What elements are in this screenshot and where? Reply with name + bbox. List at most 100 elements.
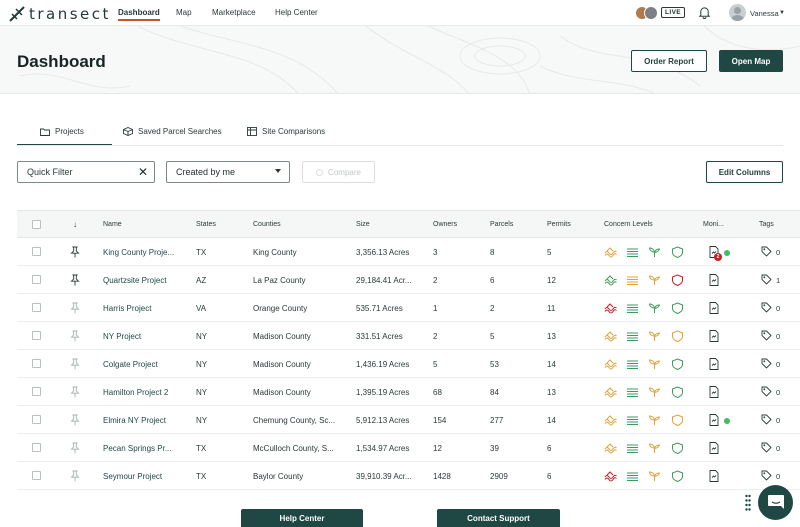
wetland-icon[interactable] bbox=[626, 246, 639, 258]
shield-icon[interactable] bbox=[671, 302, 684, 314]
contact-support-button[interactable]: Contact Support bbox=[437, 509, 560, 527]
shield-icon[interactable] bbox=[671, 470, 684, 482]
flood-icon[interactable] bbox=[604, 386, 617, 398]
sort-arrow-icon[interactable]: ↓ bbox=[73, 220, 77, 229]
sprout-icon[interactable] bbox=[648, 274, 661, 286]
monitoring-document-icon[interactable] bbox=[709, 442, 719, 454]
sprout-icon[interactable] bbox=[648, 246, 661, 258]
column-name[interactable]: Name bbox=[103, 221, 122, 228]
column-states[interactable]: States bbox=[196, 221, 216, 228]
tag-icon[interactable] bbox=[761, 442, 772, 453]
flood-icon[interactable] bbox=[604, 302, 617, 314]
caret-down-icon[interactable] bbox=[275, 169, 281, 173]
column-concern-levels[interactable]: Concern Levels bbox=[604, 221, 653, 228]
table-row[interactable]: Hamilton Project 2 NY Madison County 1,395.… bbox=[17, 378, 800, 406]
project-name-link[interactable]: Elmira NY Project bbox=[103, 416, 166, 425]
pin-icon[interactable] bbox=[70, 358, 80, 370]
tag-icon[interactable] bbox=[761, 358, 772, 369]
close-icon[interactable]: ✕ bbox=[138, 165, 149, 179]
open-map-button[interactable]: Open Map bbox=[719, 50, 783, 72]
monitoring-document-icon[interactable] bbox=[709, 358, 719, 370]
wetland-icon[interactable] bbox=[626, 470, 639, 482]
shield-icon[interactable] bbox=[671, 246, 684, 258]
sprout-icon[interactable] bbox=[648, 330, 661, 342]
bell-icon[interactable] bbox=[698, 6, 711, 19]
table-row[interactable]: Seymour Project TX Baylor County 39,910.39 … bbox=[17, 462, 800, 490]
shield-icon[interactable] bbox=[671, 442, 684, 454]
project-name-link[interactable]: Pecan Springs Pr... bbox=[103, 444, 172, 453]
row-checkbox[interactable] bbox=[32, 247, 41, 256]
column-counties[interactable]: Counties bbox=[253, 221, 281, 228]
edit-columns-button[interactable]: Edit Columns bbox=[706, 161, 783, 183]
row-checkbox[interactable] bbox=[32, 415, 41, 424]
sprout-icon[interactable] bbox=[648, 386, 661, 398]
project-name-link[interactable]: Harris Project bbox=[103, 304, 152, 313]
sprout-icon[interactable] bbox=[648, 442, 661, 454]
monitoring-document-icon[interactable] bbox=[709, 330, 719, 342]
drag-handle-icon[interactable] bbox=[745, 494, 751, 512]
user-avatar[interactable] bbox=[729, 4, 746, 21]
wetland-icon[interactable] bbox=[626, 442, 639, 454]
chevron-down-icon[interactable]: ▼ bbox=[779, 10, 785, 16]
sprout-icon[interactable] bbox=[648, 358, 661, 370]
pin-icon[interactable] bbox=[70, 246, 80, 258]
brand-logo[interactable]: transect bbox=[9, 5, 111, 23]
created-by-select[interactable]: Created by me bbox=[166, 161, 290, 183]
project-name-link[interactable]: Hamilton Project 2 bbox=[103, 388, 169, 397]
live-collaborators[interactable] bbox=[635, 6, 658, 20]
tag-icon[interactable] bbox=[761, 302, 772, 313]
flood-icon[interactable] bbox=[604, 246, 617, 258]
pin-icon[interactable] bbox=[70, 302, 80, 314]
row-checkbox[interactable] bbox=[32, 275, 41, 284]
compare-button[interactable]: Compare bbox=[302, 161, 375, 183]
flood-icon[interactable] bbox=[604, 274, 617, 286]
column-tags[interactable]: Tags bbox=[759, 221, 774, 228]
nav-dashboard[interactable]: Dashboard bbox=[118, 8, 160, 21]
project-name-link[interactable]: Quartzsite Project bbox=[103, 276, 167, 285]
nav-marketplace[interactable]: Marketplace bbox=[212, 8, 256, 17]
row-checkbox[interactable] bbox=[32, 387, 41, 396]
pin-icon[interactable] bbox=[70, 442, 80, 454]
pin-icon[interactable] bbox=[70, 386, 80, 398]
table-row[interactable]: Harris Project VA Orange County 535.71 Acre… bbox=[17, 294, 800, 322]
nav-help-center[interactable]: Help Center bbox=[275, 8, 318, 17]
select-all-checkbox[interactable] bbox=[32, 220, 41, 229]
wetland-icon[interactable] bbox=[626, 330, 639, 342]
monitoring-document-icon[interactable] bbox=[709, 274, 719, 286]
column-monitoring[interactable]: Moni... bbox=[703, 221, 725, 228]
monitoring-document-icon[interactable] bbox=[709, 302, 719, 314]
table-row[interactable]: King County Proje... TX King County 3,356.1… bbox=[17, 238, 800, 266]
sprout-icon[interactable] bbox=[648, 414, 661, 426]
tag-icon[interactable] bbox=[761, 246, 772, 257]
row-checkbox[interactable] bbox=[32, 443, 41, 452]
project-name-link[interactable]: NY Project bbox=[103, 332, 142, 341]
pin-icon[interactable] bbox=[70, 274, 80, 286]
pin-icon[interactable] bbox=[70, 470, 80, 482]
table-row[interactable]: Quartzsite Project AZ La Paz County 29,184.… bbox=[17, 266, 800, 294]
pin-icon[interactable] bbox=[70, 414, 80, 426]
tag-icon[interactable] bbox=[761, 386, 772, 397]
tab-projects[interactable]: Projects bbox=[17, 127, 112, 146]
order-report-button[interactable]: Order Report bbox=[631, 50, 707, 72]
column-owners[interactable]: Owners bbox=[433, 221, 458, 228]
project-name-link[interactable]: Colgate Project bbox=[103, 360, 158, 369]
wetland-icon[interactable] bbox=[626, 274, 639, 286]
row-checkbox[interactable] bbox=[32, 471, 41, 480]
table-row[interactable]: Colgate Project NY Madison County 1,436.19 … bbox=[17, 350, 800, 378]
column-parcels[interactable]: Parcels bbox=[490, 221, 514, 228]
flood-icon[interactable] bbox=[604, 470, 617, 482]
tag-icon[interactable] bbox=[761, 414, 772, 425]
table-row[interactable]: NY Project NY Madison County 331.51 Acres 2 5… bbox=[17, 322, 800, 350]
quick-filter-input[interactable]: Quick Filter bbox=[17, 161, 155, 183]
nav-map[interactable]: Map bbox=[176, 8, 192, 17]
tab-site-comparisons[interactable]: Site Comparisons bbox=[247, 127, 325, 136]
tab-saved-parcel-searches[interactable]: Saved Parcel Searches bbox=[123, 127, 222, 136]
project-name-link[interactable]: King County Proje... bbox=[103, 248, 175, 257]
user-name[interactable]: Vanessa bbox=[750, 9, 779, 18]
tag-icon[interactable] bbox=[761, 330, 772, 341]
tag-icon[interactable] bbox=[761, 274, 772, 285]
shield-icon[interactable] bbox=[671, 330, 684, 342]
shield-icon[interactable] bbox=[671, 414, 684, 426]
project-name-link[interactable]: Seymour Project bbox=[103, 472, 163, 481]
flood-icon[interactable] bbox=[604, 330, 617, 342]
